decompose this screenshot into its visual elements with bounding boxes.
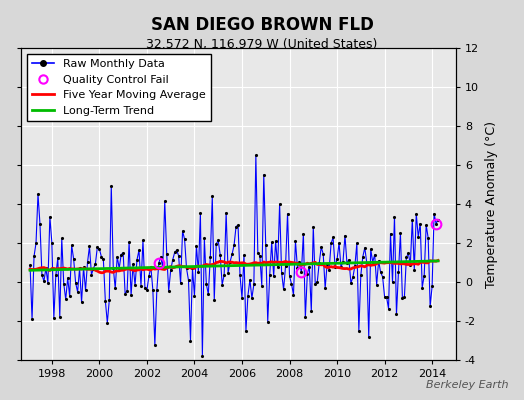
Legend: Raw Monthly Data, Quality Control Fail, Five Year Moving Average, Long-Term Tren: Raw Monthly Data, Quality Control Fail, … (27, 54, 212, 121)
Y-axis label: Temperature Anomaly (°C): Temperature Anomaly (°C) (485, 120, 498, 288)
Text: Berkeley Earth: Berkeley Earth (426, 380, 508, 390)
Text: SAN DIEGO BROWN FLD: SAN DIEGO BROWN FLD (150, 16, 374, 34)
Text: 32.572 N, 116.979 W (United States): 32.572 N, 116.979 W (United States) (146, 38, 378, 51)
